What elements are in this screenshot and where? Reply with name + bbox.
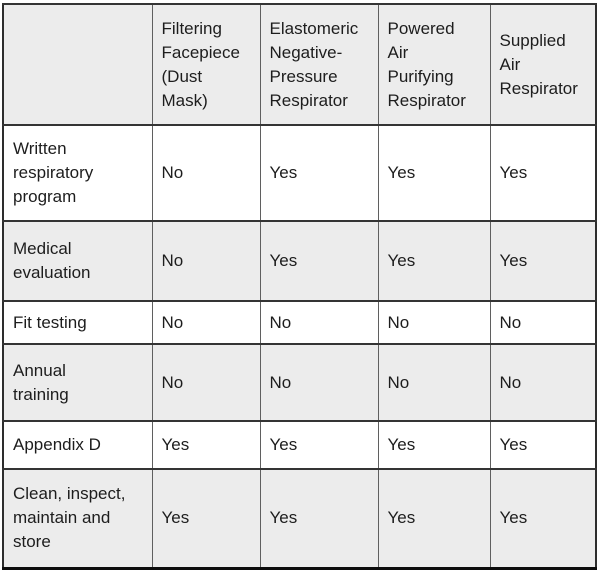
value-cell: No	[489, 300, 597, 345]
respirator-requirements-table: Filtering Facepiece (Dust Mask) Elastome…	[2, 3, 597, 570]
value-cell: Yes	[259, 468, 379, 569]
value-cell: Yes	[489, 420, 597, 470]
value-cell: Yes	[259, 220, 379, 302]
value-cell: No	[259, 300, 379, 345]
row-label-written-program: Written respiratory program	[2, 124, 153, 222]
value-cell: No	[151, 220, 261, 302]
table-row: Medical evaluation No Yes Yes Yes	[2, 220, 597, 302]
col-header-powered-air-respirator: Powered Air Purifying Respirator	[377, 3, 491, 126]
value-cell: Yes	[489, 220, 597, 302]
table-row: Written respiratory program No Yes Yes Y…	[2, 124, 597, 222]
value-cell: Yes	[151, 420, 261, 470]
row-label-annual-training: Annual training	[2, 343, 153, 422]
table-row: Fit testing No No No No	[2, 300, 597, 345]
header-row: Filtering Facepiece (Dust Mask) Elastome…	[2, 3, 597, 126]
value-cell: No	[489, 343, 597, 422]
col-header-filtering-facepiece: Filtering Facepiece (Dust Mask)	[151, 3, 261, 126]
table-row: Annual training No No No No	[2, 343, 597, 422]
row-label-appendix-d: Appendix D	[2, 420, 153, 470]
value-cell: Yes	[377, 468, 491, 569]
value-cell: Yes	[377, 220, 491, 302]
corner-cell	[2, 3, 153, 126]
value-cell: No	[259, 343, 379, 422]
value-cell: Yes	[377, 420, 491, 470]
table-row: Clean, inspect, maintain and store Yes Y…	[2, 468, 597, 569]
table-row: Appendix D Yes Yes Yes Yes	[2, 420, 597, 470]
value-cell: No	[151, 124, 261, 222]
row-label-clean-inspect-maintain-store: Clean, inspect, maintain and store	[2, 468, 153, 569]
row-label-fit-testing: Fit testing	[2, 300, 153, 345]
col-header-supplied-air-respirator: Supplied Air Respirator	[489, 3, 597, 126]
value-cell: No	[377, 300, 491, 345]
col-header-elastomeric-respirator: Elastomeric Negative- Pressure Respirato…	[259, 3, 379, 126]
value-cell: Yes	[151, 468, 261, 569]
value-cell: No	[377, 343, 491, 422]
value-cell: Yes	[489, 124, 597, 222]
value-cell: Yes	[259, 420, 379, 470]
value-cell: No	[151, 300, 261, 345]
row-label-medical-evaluation: Medical evaluation	[2, 220, 153, 302]
value-cell: Yes	[489, 468, 597, 569]
value-cell: No	[151, 343, 261, 422]
value-cell: Yes	[377, 124, 491, 222]
value-cell: Yes	[259, 124, 379, 222]
